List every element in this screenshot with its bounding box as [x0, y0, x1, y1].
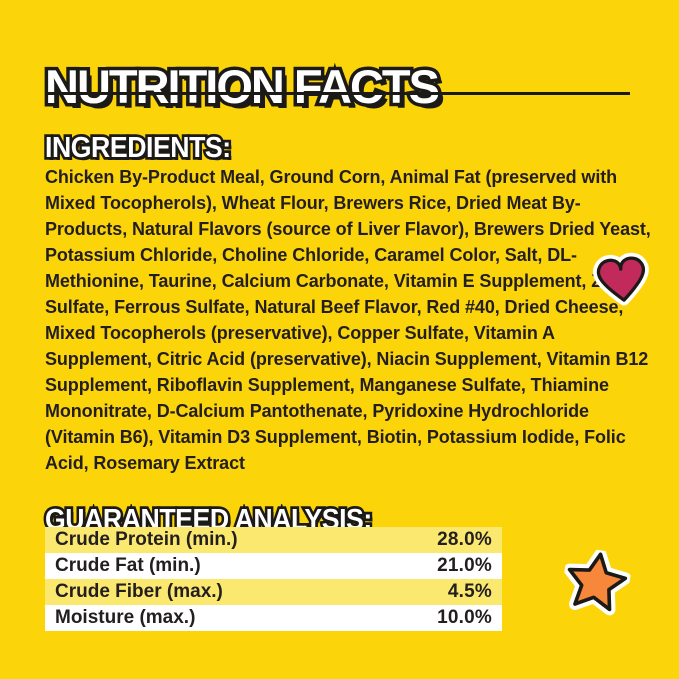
star-shape — [567, 552, 628, 612]
ingredients-text: Chicken By-Product Meal, Ground Corn, An… — [45, 167, 651, 473]
star-icon — [563, 548, 632, 616]
table-row: Crude Fiber (max.) 4.5% — [45, 579, 502, 605]
title-divider — [45, 92, 630, 95]
row-label: Crude Fiber (max.) — [55, 581, 223, 602]
row-label: Moisture (max.) — [55, 607, 196, 628]
heart-shape — [596, 256, 646, 302]
guaranteed-analysis-table: Crude Protein (min.) 28.0% Crude Fat (mi… — [45, 527, 502, 631]
page-title: NUTRITION FACTS — [45, 63, 440, 110]
table-row: Moisture (max.) 10.0% — [45, 605, 502, 631]
table-row: Crude Protein (min.) 28.0% — [45, 527, 502, 553]
row-value: 10.0% — [437, 607, 492, 628]
row-value: 21.0% — [437, 555, 492, 576]
row-value: 28.0% — [437, 529, 492, 550]
row-value: 4.5% — [447, 581, 492, 602]
ingredients-heading: INGREDIENTS: — [45, 134, 231, 164]
row-label: Crude Protein (min.) — [55, 529, 238, 550]
table-row: Crude Fat (min.) 21.0% — [45, 553, 502, 579]
row-label: Crude Fat (min.) — [55, 555, 201, 576]
heart-icon — [593, 252, 649, 306]
